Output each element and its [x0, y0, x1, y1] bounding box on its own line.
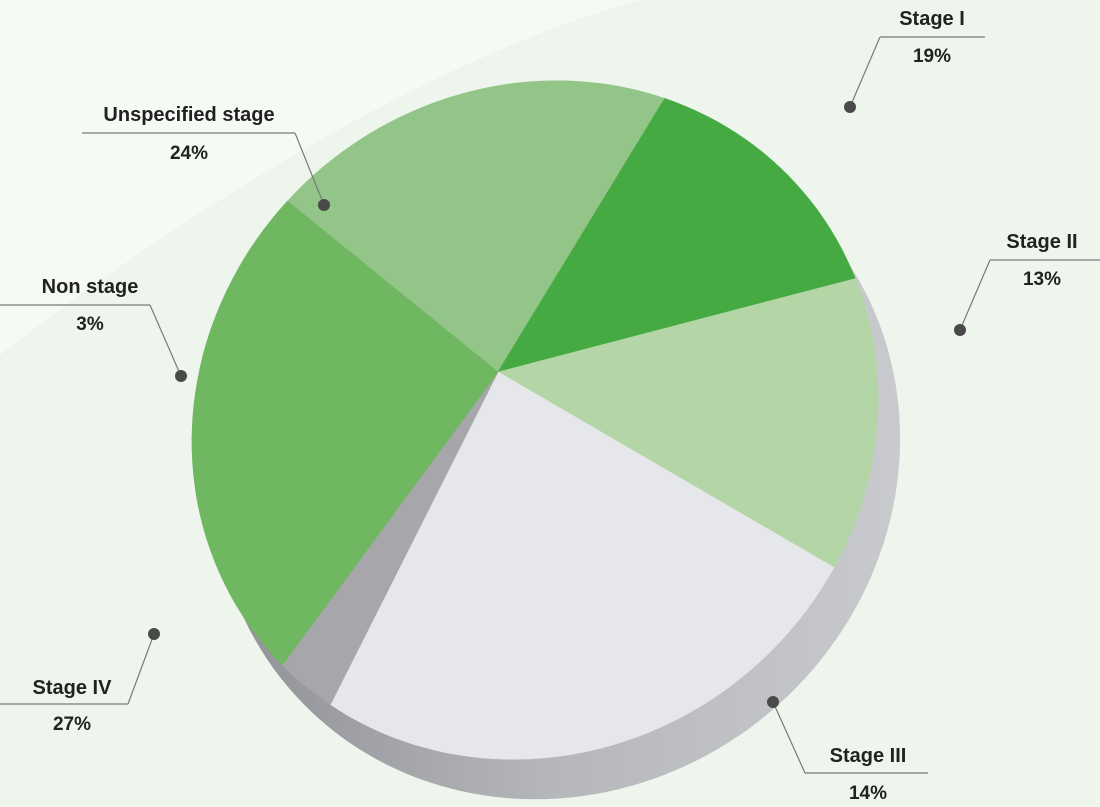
data-label: 27% — [53, 714, 91, 735]
pie-slice-stage-iii — [497, 278, 879, 568]
callout-unspecified-stage: Unspecified stage 24% — [82, 104, 330, 211]
leader-line — [772, 701, 806, 774]
pie-slice-stage-iv — [330, 371, 835, 760]
pie-slice-stage-i — [286, 80, 666, 373]
category-label: Stage IV — [33, 677, 113, 699]
leader-line — [127, 633, 155, 705]
pie-slice-stage-ii — [497, 98, 856, 373]
data-label: 3% — [76, 314, 104, 335]
data-label: 19% — [913, 46, 951, 67]
category-label: Stage I — [899, 8, 965, 30]
background-swoosh — [0, 0, 640, 355]
category-label: Stage III — [830, 745, 907, 767]
callout-stage-iii: Stage III 14% — [767, 696, 928, 804]
category-label: Unspecified stage — [103, 104, 274, 126]
leader-dot — [844, 101, 856, 113]
leader-line — [294, 132, 325, 206]
data-label: 14% — [849, 783, 887, 804]
callout-non-stage: Non stage 3% — [0, 276, 187, 382]
leader-line — [149, 304, 182, 377]
leader-dot — [318, 199, 330, 211]
category-label: Stage II — [1006, 231, 1077, 253]
leader-dot — [175, 370, 187, 382]
callout-stage-iv: Stage IV 27% — [0, 628, 160, 735]
leader-dot — [148, 628, 160, 640]
category-label: Non stage — [42, 276, 139, 298]
leader-line — [959, 259, 991, 331]
data-label: 13% — [1023, 269, 1061, 290]
callout-stage-ii: Stage II 13% — [954, 231, 1100, 336]
leader-line — [849, 36, 881, 108]
pie-slice-non-stage — [282, 371, 499, 706]
leader-dot — [954, 324, 966, 336]
pie-slices — [191, 80, 879, 760]
data-label: 24% — [170, 143, 208, 164]
callout-stage-i: Stage I 19% — [844, 8, 985, 113]
pie-slice-unspecified-stage — [191, 200, 499, 666]
leader-dot — [767, 696, 779, 708]
